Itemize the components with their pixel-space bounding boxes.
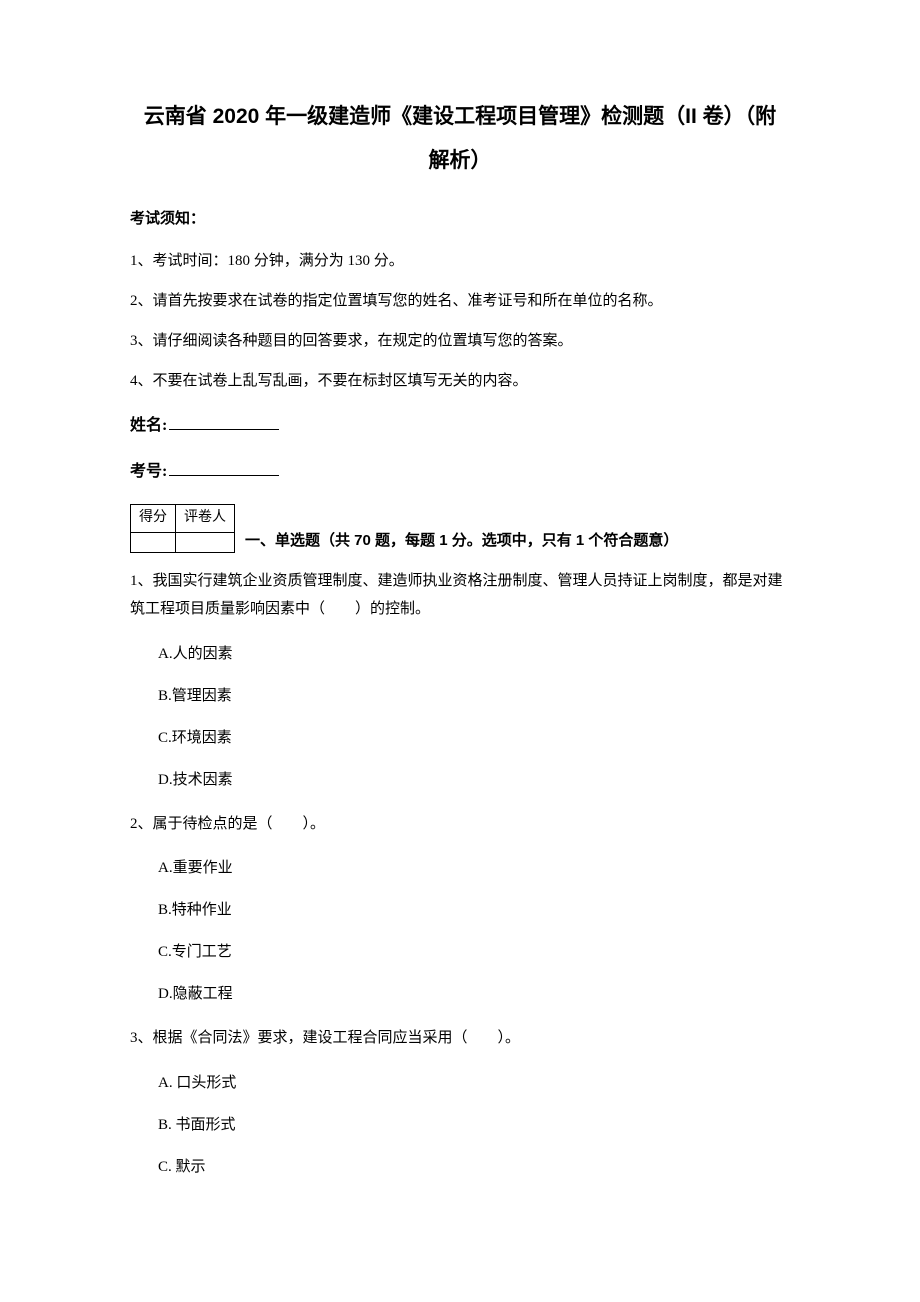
score-section: 得分 评卷人 一、单选题（共 70 题，每题 1 分。选项中，只有 1 个符合题… bbox=[130, 504, 790, 552]
question-3-option-c: C. 默示 bbox=[158, 1155, 790, 1179]
question-3: 3、根据《合同法》要求，建设工程合同应当采用（ ）。 bbox=[130, 1024, 790, 1053]
notice-item-1: 1、考试时间：180 分钟，满分为 130 分。 bbox=[130, 249, 790, 273]
score-cell-2 bbox=[176, 532, 235, 552]
question-2: 2、属于待检点的是（ ）。 bbox=[130, 810, 790, 839]
id-field: 考号: bbox=[130, 459, 790, 485]
section-title: 一、单选题（共 70 题，每题 1 分。选项中，只有 1 个符合题意） bbox=[245, 529, 678, 553]
question-1-option-a: A.人的因素 bbox=[158, 642, 790, 666]
question-2-option-b: B.特种作业 bbox=[158, 898, 790, 922]
question-1-option-b: B.管理因素 bbox=[158, 684, 790, 708]
score-header-2: 评卷人 bbox=[176, 505, 235, 532]
id-blank bbox=[169, 475, 279, 476]
question-3-option-a: A. 口头形式 bbox=[158, 1071, 790, 1095]
question-2-option-c: C.专门工艺 bbox=[158, 940, 790, 964]
id-label: 考号: bbox=[130, 463, 167, 480]
document-title-line2: 解析） bbox=[130, 144, 790, 178]
name-blank bbox=[169, 429, 279, 430]
document-title-line1: 云南省 2020 年一级建造师《建设工程项目管理》检测题（II 卷）（附 bbox=[130, 100, 790, 134]
question-1-option-d: D.技术因素 bbox=[158, 768, 790, 792]
notice-item-4: 4、不要在试卷上乱写乱画，不要在标封区填写无关的内容。 bbox=[130, 369, 790, 393]
question-1-option-c: C.环境因素 bbox=[158, 726, 790, 750]
notice-item-3: 3、请仔细阅读各种题目的回答要求，在规定的位置填写您的答案。 bbox=[130, 329, 790, 353]
score-table: 得分 评卷人 bbox=[130, 504, 235, 552]
question-2-option-a: A.重要作业 bbox=[158, 856, 790, 880]
score-cell-1 bbox=[131, 532, 176, 552]
name-field: 姓名: bbox=[130, 413, 790, 439]
question-3-option-b: B. 书面形式 bbox=[158, 1113, 790, 1137]
notice-item-2: 2、请首先按要求在试卷的指定位置填写您的姓名、准考证号和所在单位的名称。 bbox=[130, 289, 790, 313]
name-label: 姓名: bbox=[130, 417, 167, 434]
score-header-1: 得分 bbox=[131, 505, 176, 532]
notice-header: 考试须知： bbox=[130, 207, 790, 231]
question-1: 1、我国实行建筑企业资质管理制度、建造师执业资格注册制度、管理人员持证上岗制度，… bbox=[130, 567, 790, 624]
question-2-option-d: D.隐蔽工程 bbox=[158, 982, 790, 1006]
